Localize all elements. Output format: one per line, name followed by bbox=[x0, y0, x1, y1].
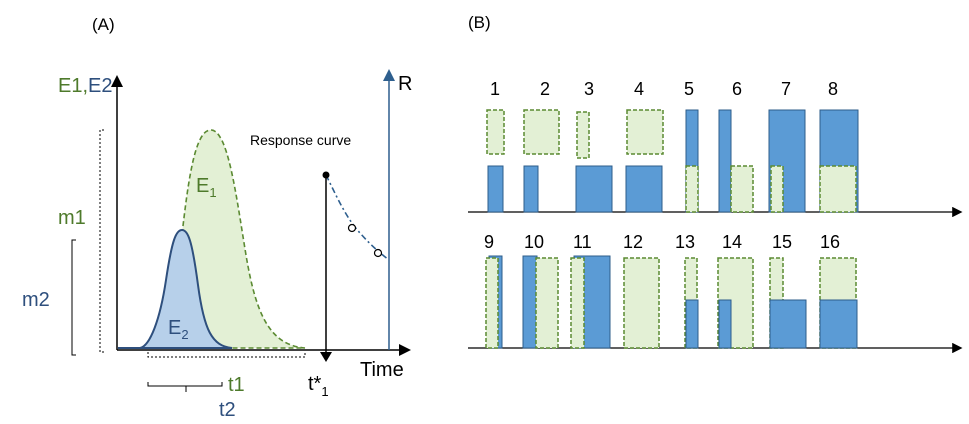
t1-label: t1 bbox=[228, 374, 245, 396]
response-point-open-1 bbox=[347, 223, 357, 233]
panel-b-label: (B) bbox=[468, 13, 491, 32]
glyph-1-e2 bbox=[487, 165, 504, 213]
item-number-7: 7 bbox=[781, 79, 791, 99]
tstar-label-text: t* bbox=[308, 373, 322, 395]
glyph-2-e2 bbox=[523, 165, 539, 213]
response-point-filled bbox=[322, 171, 330, 179]
panel-a-label: (A) bbox=[92, 15, 115, 34]
item-number-12: 12 bbox=[623, 232, 643, 252]
response-curve-label: Response curve bbox=[250, 132, 351, 148]
e1-curve-label: E1 bbox=[196, 175, 217, 200]
item-number-9: 9 bbox=[484, 232, 494, 252]
glyph-11-e1 bbox=[570, 257, 585, 349]
tstar-arrowhead bbox=[320, 352, 332, 362]
e2-label-sub: 2 bbox=[181, 327, 188, 342]
item-number-13: 13 bbox=[675, 232, 695, 252]
glyph-12-e1 bbox=[623, 257, 660, 349]
glyph-15-e2 bbox=[769, 299, 807, 349]
response-curve-line bbox=[325, 174, 390, 261]
panel-b: (B) 1 2 3 4 5 6 7 8 bbox=[468, 13, 963, 354]
glyph-13-e2 bbox=[685, 299, 699, 349]
m1-bracket bbox=[99, 129, 104, 353]
item-number-11: 11 bbox=[573, 232, 592, 252]
item-number-14: 14 bbox=[722, 232, 742, 252]
e2-curve bbox=[118, 228, 233, 349]
item-number-5: 5 bbox=[684, 79, 694, 99]
t2-label: t2 bbox=[219, 399, 236, 421]
t2-bracket bbox=[147, 382, 223, 387]
glyph-9-e1 bbox=[485, 257, 499, 349]
glyph-2-e1 bbox=[523, 109, 560, 155]
glyph-7-e1 bbox=[770, 165, 784, 213]
tstar-label-sub: 1 bbox=[321, 384, 328, 399]
item-number-8: 8 bbox=[828, 79, 838, 99]
m2-label: m2 bbox=[22, 289, 50, 311]
m1-label: m1 bbox=[58, 207, 86, 229]
glyph-8-e1 bbox=[819, 165, 857, 213]
item-number-6: 6 bbox=[732, 79, 742, 99]
glyph-4-e1 bbox=[626, 109, 664, 155]
e2-label-text: E bbox=[168, 317, 181, 339]
item-number-16: 16 bbox=[820, 232, 840, 252]
panel-a: (A) E1,E2 Time R E1 E2 m1 m2 t1 t2 bbox=[22, 15, 412, 421]
r-axis-label: R bbox=[398, 73, 412, 95]
y-label-sep: , bbox=[82, 75, 88, 97]
glyph-1-e1 bbox=[486, 109, 505, 155]
glyph-16-e2 bbox=[819, 299, 858, 349]
item-number-4: 4 bbox=[634, 79, 644, 99]
glyph-10-e2 bbox=[522, 255, 538, 349]
y-axis-label: E1,E2 bbox=[58, 75, 113, 97]
e2-curve-label: E2 bbox=[168, 317, 189, 342]
glyph-5-e1 bbox=[685, 165, 699, 213]
glyph-14-e2 bbox=[718, 299, 732, 349]
glyph-3-e2 bbox=[575, 165, 613, 213]
item-number-10: 10 bbox=[524, 232, 544, 252]
glyph-6-e2 bbox=[718, 109, 732, 213]
e1-label-text: E bbox=[196, 175, 209, 197]
glyph-3-e1 bbox=[576, 111, 590, 159]
e1-curve bbox=[120, 129, 306, 349]
item-number-3: 3 bbox=[584, 79, 594, 99]
y-label-e2: E2 bbox=[88, 75, 112, 97]
item-number-1: 1 bbox=[490, 79, 500, 99]
t1-bracket bbox=[147, 352, 306, 358]
item-number-2: 2 bbox=[540, 79, 550, 99]
x-axis-label: Time bbox=[360, 359, 404, 381]
item-number-15: 15 bbox=[772, 232, 792, 252]
glyph-7-e2 bbox=[768, 109, 806, 213]
tstar-label: t*1 bbox=[308, 373, 329, 399]
e1-label-sub: 1 bbox=[209, 185, 216, 200]
y-label-e1: E1 bbox=[58, 75, 82, 97]
response-point-open-2 bbox=[373, 248, 383, 258]
glyph-10-e1 bbox=[535, 257, 559, 349]
m2-bracket bbox=[71, 239, 76, 356]
glyph-6-e1 bbox=[730, 165, 754, 213]
glyph-4-e2 bbox=[625, 165, 663, 213]
